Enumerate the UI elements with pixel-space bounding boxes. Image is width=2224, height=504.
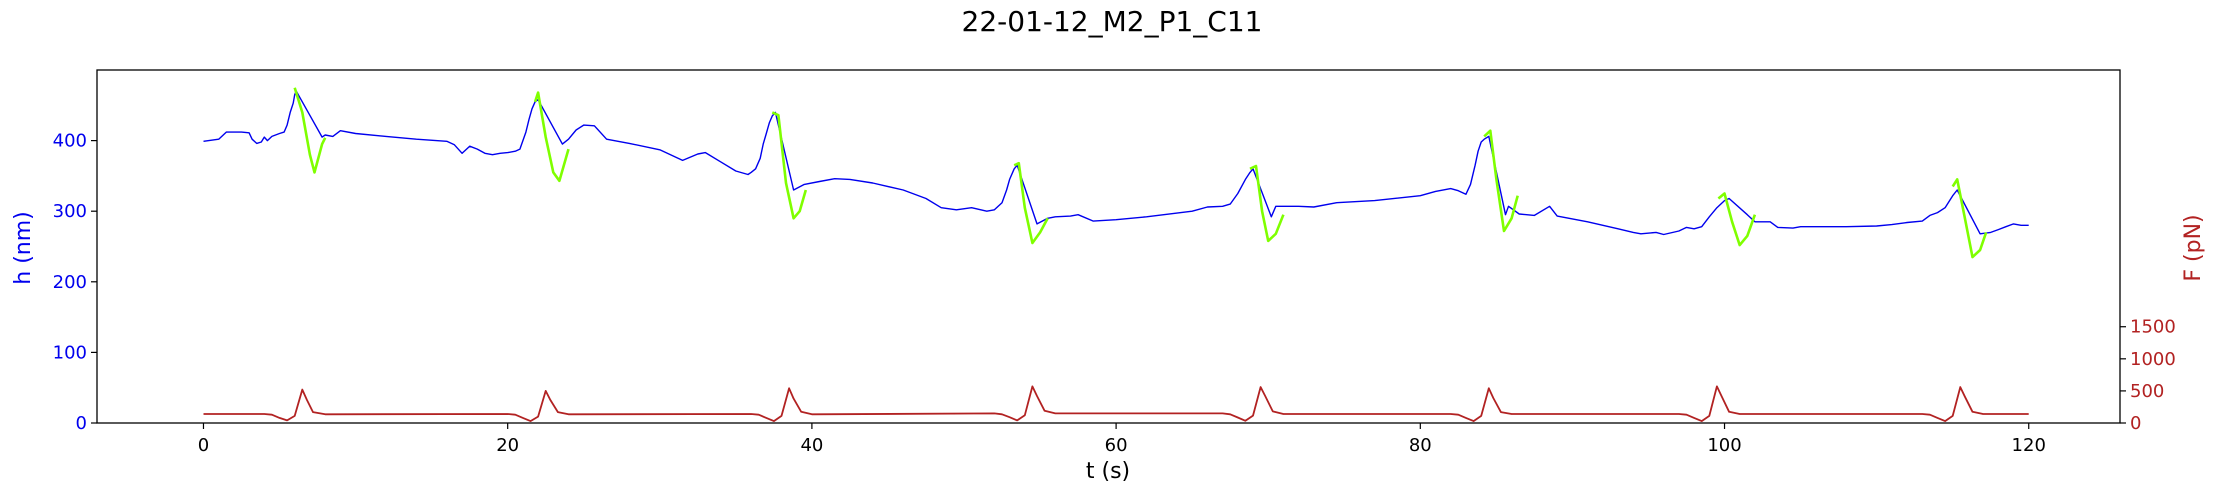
left-y-tick-label: 0 bbox=[76, 413, 87, 434]
series-compression-segment bbox=[533, 91, 570, 183]
right-y-tick-label: 500 bbox=[2130, 381, 2164, 402]
left-y-tick-label: 200 bbox=[53, 272, 87, 293]
series-compression-segment bbox=[1951, 178, 1988, 259]
x-axis-label: t (s) bbox=[1086, 459, 1130, 484]
left-y-axis-label: h (nm) bbox=[11, 211, 36, 284]
series-force-line bbox=[203, 385, 2029, 422]
right-y-tick-label: 1000 bbox=[2130, 349, 2176, 370]
right-y-tick-label: 1500 bbox=[2130, 317, 2176, 338]
x-tick-label: 100 bbox=[1707, 435, 1741, 456]
x-tick-label: 0 bbox=[198, 435, 209, 456]
x-tick-label: 20 bbox=[496, 435, 519, 456]
right-y-tick-label: 0 bbox=[2130, 413, 2141, 434]
series-compression-segment bbox=[1483, 129, 1519, 233]
chart-title: 22-01-12_M2_P1_C11 bbox=[962, 5, 1263, 38]
x-tick-label: 120 bbox=[2012, 435, 2046, 456]
left-y-tick-label: 400 bbox=[53, 131, 87, 152]
series-layer bbox=[203, 87, 2029, 422]
series-height-line bbox=[203, 90, 2029, 236]
x-tick-label: 40 bbox=[800, 435, 823, 456]
series-compression-segment bbox=[1249, 164, 1285, 243]
left-y-tick-label: 300 bbox=[53, 201, 87, 222]
series-compression-segment bbox=[1013, 161, 1049, 245]
right-y-axis-label: F (pN) bbox=[2181, 214, 2206, 281]
plot-frame bbox=[96, 69, 2121, 424]
x-tick-label: 60 bbox=[1105, 435, 1128, 456]
series-compression-segment bbox=[771, 111, 808, 220]
series-compression-segment bbox=[1717, 192, 1757, 247]
series-compression-segment bbox=[293, 87, 327, 174]
tick-layer: 0 20 40 60 80 100 120 0 100 200 300 400 0 500 1000 1500 bbox=[53, 131, 2176, 456]
left-y-tick-label: 100 bbox=[53, 342, 87, 363]
x-tick-label: 80 bbox=[1409, 435, 1432, 456]
